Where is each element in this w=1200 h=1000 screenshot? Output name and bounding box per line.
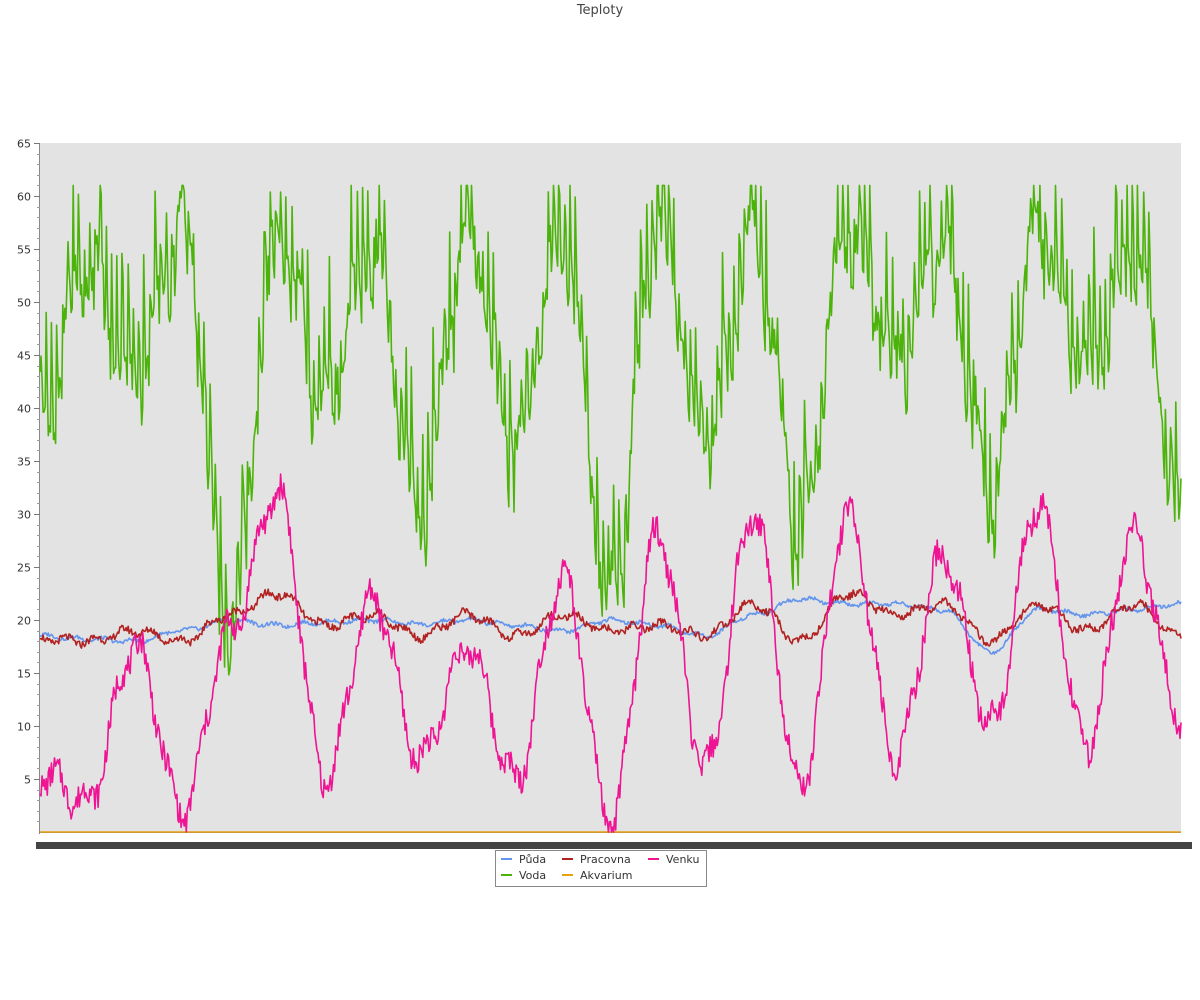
legend-label-akvarium: Akvarium xyxy=(580,869,633,882)
legend-swatch-puda xyxy=(501,858,512,860)
legend-item-puda: Půda xyxy=(501,853,546,867)
legend: Půda Pracovna Venku Voda Akvarium xyxy=(495,850,707,887)
y-tick-label: 65 xyxy=(17,138,31,151)
series-line-pracovna xyxy=(39,588,1182,649)
legend-label-puda: Půda xyxy=(519,853,547,866)
plot-area xyxy=(40,143,1181,832)
y-tick-label: 30 xyxy=(17,509,31,522)
legend-item-akvarium: Akvarium xyxy=(562,869,632,883)
series-line-venku xyxy=(39,473,1182,833)
y-tick-label: 40 xyxy=(17,403,31,416)
legend-swatch-pracovna xyxy=(562,858,573,860)
legend-label-voda: Voda xyxy=(519,869,547,882)
y-tick-label: 15 xyxy=(17,668,31,681)
y-tick-label: 60 xyxy=(17,191,31,204)
y-tick-label: 10 xyxy=(17,721,31,734)
legend-item-voda: Voda xyxy=(501,869,546,883)
legend-swatch-venku xyxy=(648,858,659,860)
legend-swatch-voda xyxy=(501,874,512,876)
legend-item-pracovna: Pracovna xyxy=(562,853,631,867)
legend-label-venku: Venku xyxy=(666,853,700,866)
y-tick-label: 20 xyxy=(17,615,31,628)
y-tick-label: 5 xyxy=(24,774,31,787)
legend-swatch-akvarium xyxy=(562,874,573,876)
y-tick-label: 45 xyxy=(17,350,31,363)
legend-label-pracovna: Pracovna xyxy=(580,853,631,866)
chart-title: Teploty xyxy=(576,3,624,18)
y-tick-label: 35 xyxy=(17,456,31,469)
legend-item-venku: Venku xyxy=(648,853,699,867)
y-tick-label: 50 xyxy=(17,297,31,310)
y-tick-label: 55 xyxy=(17,244,31,257)
series-line-voda xyxy=(39,184,1182,676)
x-tick-label-band xyxy=(36,842,1192,849)
y-tick-label: 25 xyxy=(17,562,31,575)
